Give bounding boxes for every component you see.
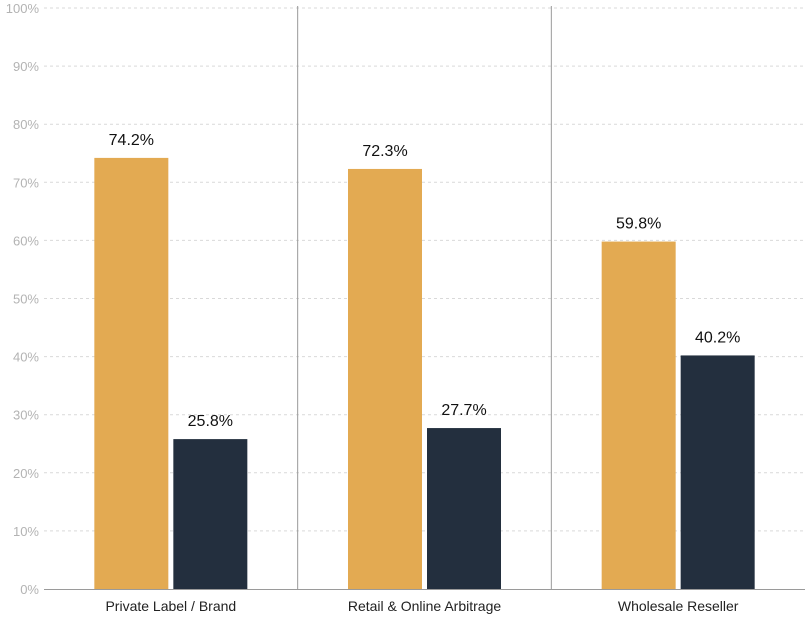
bar (680, 355, 755, 589)
bar (427, 428, 501, 589)
x-tick-label: Retail & Online Arbitrage (348, 598, 502, 614)
gridlines (44, 7, 805, 532)
y-tick-label: 100% (6, 1, 40, 16)
y-tick-label: 70% (13, 175, 39, 190)
data-label: 72.3% (362, 143, 407, 160)
y-tick-label: 90% (13, 59, 39, 74)
bar (601, 241, 676, 589)
y-tick-label: 50% (13, 292, 39, 307)
y-tick-label: 40% (13, 350, 39, 365)
bars (94, 157, 755, 589)
y-tick-label: 30% (13, 408, 39, 423)
y-tick-label: 10% (13, 524, 39, 539)
data-label: 40.2% (695, 329, 740, 346)
category-dividers (297, 6, 552, 589)
data-label: 59.8% (616, 216, 661, 233)
y-axis-ticks: 0% 10% 20% 30% 40% 50% 60% 70% 80% 90% 100% (6, 1, 40, 597)
x-tick-label: Wholesale Reseller (618, 598, 739, 614)
data-label: 74.2% (109, 132, 154, 149)
data-label: 25.8% (188, 413, 233, 430)
bar (94, 157, 169, 589)
y-tick-label: 60% (13, 233, 39, 248)
y-tick-label: 80% (13, 117, 39, 132)
data-labels: 74.2% 25.8% 72.3% 27.7% 59.8% 40.2% (109, 132, 741, 430)
y-tick-label: 20% (13, 466, 39, 481)
y-tick-label: 0% (20, 582, 39, 597)
bar (348, 168, 422, 589)
x-tick-label: Private Label / Brand (105, 598, 236, 614)
data-label: 27.7% (441, 402, 486, 419)
x-axis-ticks: Private Label / Brand Retail & Online Arb… (105, 598, 738, 614)
bar (173, 439, 248, 589)
